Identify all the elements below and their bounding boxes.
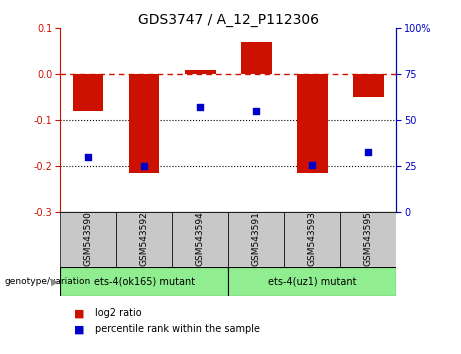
Point [140, 164, 148, 169]
Text: ■: ■ [74, 324, 84, 334]
Bar [228, 212, 284, 267]
Text: ets-4(uz1) mutant: ets-4(uz1) mutant [268, 276, 356, 286]
Bar [116, 212, 172, 267]
Bar [297, 74, 328, 173]
Point [84, 154, 92, 160]
Point [253, 108, 260, 114]
Text: GSM543595: GSM543595 [364, 211, 373, 266]
Text: GSM543593: GSM543593 [308, 211, 317, 266]
Bar [60, 212, 116, 267]
Point [365, 149, 372, 154]
Bar [72, 74, 103, 111]
Text: log2 ratio: log2 ratio [95, 308, 141, 318]
Bar [284, 212, 340, 267]
Bar [172, 212, 228, 267]
Title: GDS3747 / A_12_P112306: GDS3747 / A_12_P112306 [138, 13, 319, 27]
Text: ▶: ▶ [51, 276, 58, 286]
Bar [241, 42, 272, 74]
Bar [60, 267, 228, 296]
Bar [353, 74, 384, 97]
Text: GSM543594: GSM543594 [195, 211, 205, 266]
Bar [129, 74, 160, 173]
Text: GSM543592: GSM543592 [140, 211, 148, 266]
Text: ■: ■ [74, 308, 84, 318]
Bar [228, 267, 396, 296]
Point [196, 105, 204, 110]
Text: GSM543590: GSM543590 [83, 211, 93, 266]
Point [309, 162, 316, 167]
Text: ets-4(ok165) mutant: ets-4(ok165) mutant [94, 276, 195, 286]
Text: GSM543591: GSM543591 [252, 211, 261, 266]
Bar [340, 212, 396, 267]
Text: percentile rank within the sample: percentile rank within the sample [95, 324, 260, 334]
Text: genotype/variation: genotype/variation [5, 277, 91, 286]
Bar [185, 70, 216, 74]
